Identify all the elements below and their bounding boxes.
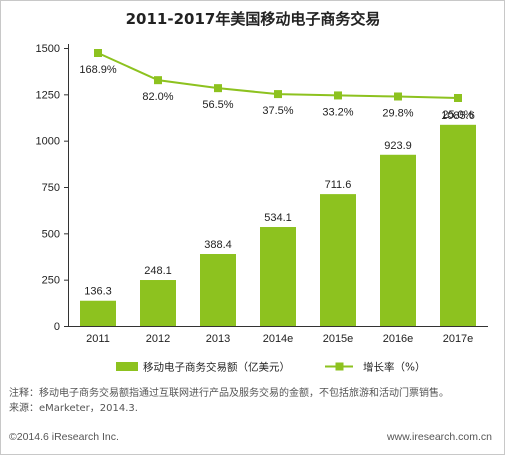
x-tick-label: 2012 — [146, 333, 170, 345]
y-tick-label: 1000 — [36, 136, 60, 148]
bar-value-label: 711.6 — [325, 179, 352, 191]
growth-value-label: 82.0% — [142, 91, 173, 103]
bar-value-label: 534.1 — [264, 212, 292, 224]
x-axis: 2011 2012 2013 2014e 2015e 2016e 2017e — [68, 326, 488, 345]
bar — [320, 194, 356, 326]
y-tick-label: 250 — [42, 275, 60, 287]
bar — [260, 227, 296, 326]
growth-value-label: 25.0% — [442, 109, 473, 121]
legend-swatch-line-marker — [335, 362, 344, 371]
x-tick-label: 2011 — [86, 333, 110, 345]
x-tick-label: 2013 — [206, 333, 230, 345]
bar-value-label: 923.9 — [384, 140, 412, 152]
growth-value-label: 56.5% — [202, 99, 233, 111]
legend-label-bar: 移动电子商务交易额（亿美元） — [143, 361, 290, 374]
y-tick-label: 1500 — [36, 43, 60, 55]
x-tick-label: 2017e — [443, 333, 474, 345]
growth-value-labels: 168.9% 82.0% 56.5% 37.5% 33.2% 29.8% 25.0% — [79, 64, 473, 121]
growth-point — [394, 92, 402, 101]
footer-website: www.iresearch.com.cn — [386, 431, 492, 443]
y-tick-label: 1250 — [36, 89, 60, 101]
growth-point — [334, 91, 342, 100]
y-axis: 0 250 500 750 1000 1250 1500 — [36, 43, 69, 333]
bar — [440, 124, 476, 327]
y-tick-label: 0 — [54, 321, 60, 333]
chart-source: 来源：eMarketer，2014.3. — [9, 403, 138, 414]
growth-point — [454, 94, 462, 102]
bar — [380, 154, 416, 326]
bar-value-label: 248.1 — [144, 265, 172, 277]
growth-value-label: 168.9% — [79, 64, 117, 76]
chart-title: 2011-2017年美国移动电子商务交易 — [126, 10, 381, 28]
growth-point — [154, 76, 162, 85]
growth-value-label: 33.2% — [322, 106, 353, 118]
bar-value-labels: 136.3 248.1 388.4 534.1 711.6 923.9 1085.6 — [84, 110, 475, 298]
legend-label-line: 增长率（%） — [363, 361, 425, 374]
growth-line — [94, 49, 462, 102]
x-tick-label: 2014e — [263, 333, 294, 345]
bar — [200, 254, 236, 326]
y-tick-label: 750 — [42, 182, 60, 194]
growth-value-label: 29.8% — [382, 107, 413, 119]
bars — [80, 124, 476, 327]
bar-value-label: 1085.6 — [441, 110, 475, 122]
bar — [80, 300, 116, 326]
x-tick-label: 2016e — [383, 333, 414, 345]
growth-point — [274, 90, 282, 99]
footer-copyright: ©2014.6 iResearch Inc. — [9, 431, 119, 443]
growth-point — [214, 84, 222, 93]
bar-value-label: 388.4 — [204, 239, 232, 251]
chart-note: 注释：移动电子商务交易额指通过互联网进行产品及服务交易的金额，不包括旅游和活动门… — [9, 388, 449, 399]
x-tick-label: 2015e — [323, 333, 354, 345]
legend: 移动电子商务交易额（亿美元） 增长率（%） — [116, 361, 425, 374]
legend-swatch-bar — [116, 362, 138, 371]
bar — [140, 280, 176, 326]
y-tick-label: 500 — [42, 228, 60, 240]
growth-point — [94, 49, 102, 57]
bar-value-label: 136.3 — [84, 286, 112, 298]
growth-value-label: 37.5% — [262, 105, 293, 117]
